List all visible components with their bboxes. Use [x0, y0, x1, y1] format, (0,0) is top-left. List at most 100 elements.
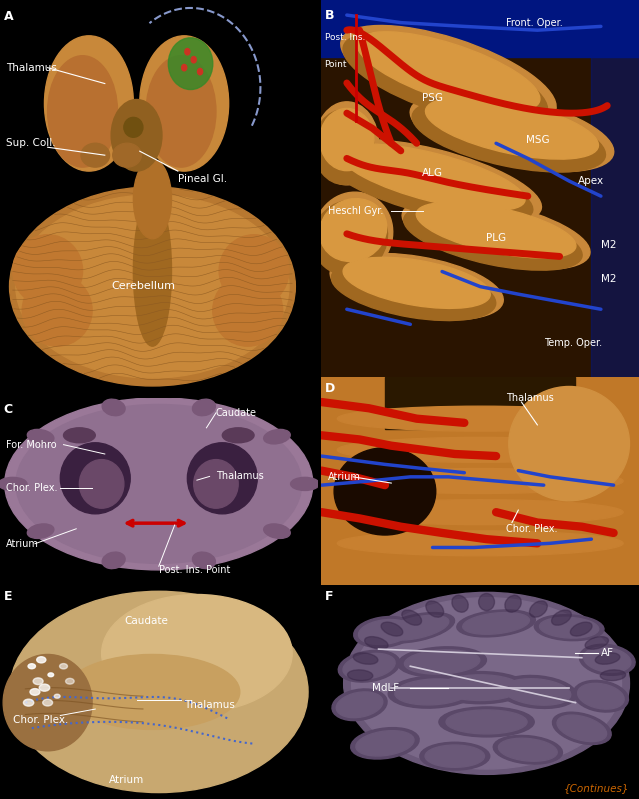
- Ellipse shape: [389, 676, 477, 708]
- Ellipse shape: [219, 235, 289, 306]
- Ellipse shape: [412, 100, 606, 172]
- Ellipse shape: [426, 601, 443, 617]
- Text: Chor. Plex.: Chor. Plex.: [505, 524, 557, 534]
- Bar: [321, 0, 639, 57]
- Ellipse shape: [356, 730, 414, 756]
- Ellipse shape: [222, 427, 254, 443]
- Text: Post. Ins. Point: Post. Ins. Point: [158, 565, 230, 575]
- Ellipse shape: [381, 622, 403, 636]
- Ellipse shape: [314, 109, 374, 185]
- Ellipse shape: [111, 99, 162, 171]
- Ellipse shape: [425, 745, 484, 767]
- Ellipse shape: [600, 670, 626, 681]
- Ellipse shape: [402, 198, 590, 269]
- Text: Temp. Oper.: Temp. Oper.: [544, 338, 602, 348]
- Ellipse shape: [583, 647, 631, 673]
- Ellipse shape: [551, 610, 571, 626]
- Ellipse shape: [354, 617, 416, 647]
- Ellipse shape: [337, 468, 623, 494]
- Text: M2: M2: [601, 274, 617, 284]
- Ellipse shape: [140, 36, 229, 171]
- Ellipse shape: [580, 644, 635, 675]
- Ellipse shape: [4, 398, 313, 570]
- Ellipse shape: [337, 406, 623, 431]
- Ellipse shape: [534, 614, 604, 641]
- Ellipse shape: [330, 253, 504, 320]
- Ellipse shape: [320, 109, 374, 171]
- Circle shape: [48, 673, 54, 677]
- Ellipse shape: [433, 672, 528, 704]
- Text: M2: M2: [601, 240, 617, 250]
- Ellipse shape: [192, 400, 215, 415]
- Ellipse shape: [553, 712, 612, 745]
- Ellipse shape: [264, 524, 290, 539]
- Ellipse shape: [452, 595, 468, 612]
- Ellipse shape: [585, 637, 608, 650]
- Ellipse shape: [539, 618, 599, 638]
- Text: Sup. Coll.: Sup. Coll.: [6, 138, 56, 149]
- Circle shape: [30, 689, 40, 695]
- Ellipse shape: [337, 499, 623, 525]
- Ellipse shape: [338, 650, 400, 682]
- Text: Heschl Gyr.: Heschl Gyr.: [328, 206, 383, 217]
- Text: Front. Oper.: Front. Oper.: [505, 18, 562, 28]
- Ellipse shape: [45, 36, 134, 171]
- Ellipse shape: [358, 619, 412, 645]
- Ellipse shape: [194, 459, 238, 508]
- Ellipse shape: [315, 101, 378, 185]
- Text: Caudate: Caudate: [216, 407, 257, 418]
- Text: PLG: PLG: [486, 233, 506, 243]
- Circle shape: [43, 699, 52, 706]
- Ellipse shape: [16, 195, 289, 378]
- Ellipse shape: [27, 524, 54, 539]
- Ellipse shape: [168, 38, 213, 89]
- Ellipse shape: [81, 143, 109, 167]
- Circle shape: [181, 65, 187, 71]
- Ellipse shape: [320, 199, 387, 261]
- Ellipse shape: [13, 235, 82, 306]
- Ellipse shape: [504, 678, 571, 706]
- Text: E: E: [4, 590, 12, 603]
- Ellipse shape: [357, 32, 540, 112]
- Ellipse shape: [134, 195, 171, 346]
- Ellipse shape: [365, 637, 388, 650]
- Ellipse shape: [0, 477, 27, 491]
- Text: F: F: [325, 590, 334, 603]
- Ellipse shape: [463, 613, 530, 634]
- Text: Atrium: Atrium: [328, 472, 360, 482]
- Ellipse shape: [385, 615, 449, 640]
- Circle shape: [28, 664, 36, 669]
- Circle shape: [59, 664, 68, 669]
- Ellipse shape: [124, 117, 143, 137]
- Ellipse shape: [264, 429, 290, 444]
- Ellipse shape: [557, 715, 606, 741]
- Text: A: A: [4, 10, 13, 23]
- Ellipse shape: [595, 653, 620, 664]
- Text: {Continues}: {Continues}: [564, 782, 629, 793]
- Ellipse shape: [505, 595, 521, 612]
- Ellipse shape: [312, 200, 387, 275]
- Text: Thalamus: Thalamus: [505, 393, 553, 403]
- Ellipse shape: [397, 647, 486, 677]
- Text: Apex: Apex: [578, 176, 604, 186]
- Ellipse shape: [332, 689, 387, 721]
- Circle shape: [36, 657, 46, 663]
- Ellipse shape: [509, 387, 629, 501]
- Ellipse shape: [404, 650, 480, 674]
- Ellipse shape: [10, 187, 295, 386]
- Ellipse shape: [314, 192, 393, 276]
- Text: Cerebellum: Cerebellum: [111, 281, 175, 292]
- Ellipse shape: [3, 654, 92, 751]
- Ellipse shape: [79, 459, 124, 508]
- Ellipse shape: [457, 610, 535, 637]
- Ellipse shape: [102, 552, 125, 569]
- Ellipse shape: [48, 56, 118, 167]
- Ellipse shape: [16, 404, 302, 563]
- Circle shape: [197, 69, 203, 75]
- Ellipse shape: [102, 400, 125, 415]
- Ellipse shape: [22, 275, 92, 346]
- Ellipse shape: [571, 622, 592, 636]
- Text: Pineal Gl.: Pineal Gl.: [178, 174, 227, 184]
- Ellipse shape: [343, 257, 490, 308]
- Text: Atrium: Atrium: [109, 775, 144, 785]
